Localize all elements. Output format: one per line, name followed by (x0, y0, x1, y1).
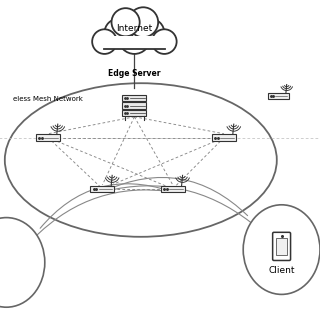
Circle shape (112, 8, 140, 36)
Circle shape (105, 19, 133, 47)
Text: Edge Server: Edge Server (108, 69, 161, 78)
FancyBboxPatch shape (276, 238, 287, 255)
Text: Client: Client (268, 266, 295, 275)
FancyBboxPatch shape (91, 186, 115, 192)
FancyBboxPatch shape (273, 232, 291, 260)
FancyBboxPatch shape (104, 36, 165, 49)
Circle shape (128, 7, 158, 37)
Text: Internet: Internet (116, 24, 153, 33)
FancyBboxPatch shape (36, 134, 60, 141)
FancyBboxPatch shape (212, 134, 236, 141)
FancyBboxPatch shape (123, 110, 147, 116)
Circle shape (152, 29, 177, 54)
Circle shape (92, 29, 117, 54)
FancyBboxPatch shape (123, 95, 147, 101)
FancyBboxPatch shape (268, 93, 289, 99)
FancyBboxPatch shape (123, 102, 147, 109)
FancyBboxPatch shape (161, 186, 185, 192)
Circle shape (136, 19, 164, 47)
Circle shape (119, 22, 150, 54)
Text: eless Mesh Network: eless Mesh Network (13, 96, 83, 102)
